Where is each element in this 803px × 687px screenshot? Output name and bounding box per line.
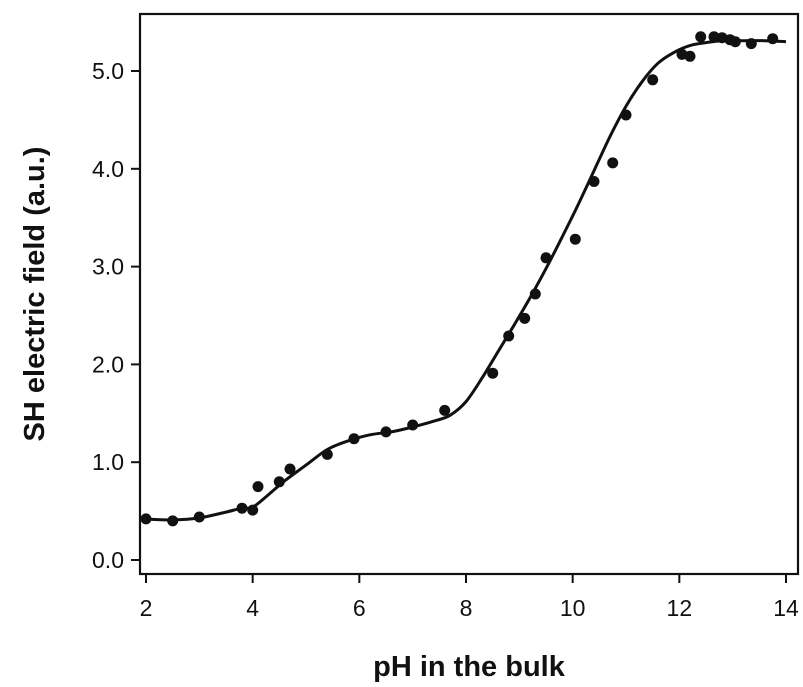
x-axis-title: pH in the bulk (373, 651, 566, 683)
data-point (140, 513, 152, 525)
y-tick-label: 4.0 (92, 156, 124, 182)
data-point (620, 109, 632, 121)
data-point (695, 31, 707, 43)
x-tick-label: 4 (246, 595, 259, 621)
data-point (167, 515, 179, 527)
data-point (519, 312, 531, 324)
y-tick-label: 0.0 (92, 547, 124, 573)
data-point (348, 433, 360, 445)
data-point (607, 157, 619, 169)
data-point (284, 463, 296, 475)
x-tick-label: 14 (773, 595, 799, 621)
fit-curve-group (143, 39, 787, 522)
y-tick-label: 5.0 (92, 58, 124, 84)
x-tick-label: 12 (667, 595, 693, 621)
plot-frame (138, 12, 800, 576)
data-point (380, 426, 392, 438)
plot-area-border (138, 12, 800, 576)
data-point (439, 404, 451, 416)
fit-curve (143, 39, 787, 522)
data-point (647, 74, 659, 86)
data-point (273, 476, 285, 488)
x-tick-label: 8 (460, 595, 473, 621)
data-point (321, 448, 333, 460)
data-point (684, 50, 696, 62)
data-point (407, 419, 419, 431)
data-point (503, 330, 515, 342)
axis-ticks: 2 4 6 8 10 12 14 0.0 1.0 2.0 3.0 4.0 5.0 (92, 58, 799, 621)
data-point (193, 511, 205, 523)
y-tick-label: 2.0 (92, 351, 124, 377)
y-axis-title: SH electric field (a.u.) (19, 147, 51, 442)
data-point (708, 31, 720, 43)
data-point (569, 233, 581, 245)
data-points-group (140, 31, 779, 527)
data-point (745, 38, 757, 50)
x-tick-label: 2 (140, 595, 153, 621)
x-tick-label: 6 (353, 595, 366, 621)
y-tick-label: 3.0 (92, 254, 124, 280)
x-tick-label: 10 (560, 595, 586, 621)
data-point (529, 288, 541, 300)
data-point (236, 502, 248, 514)
data-point (252, 481, 264, 493)
data-point (767, 33, 779, 45)
data-point (247, 504, 259, 516)
data-point (588, 176, 600, 187)
data-point (729, 36, 741, 48)
data-point (487, 367, 499, 379)
y-tick-label: 1.0 (92, 449, 124, 475)
data-point (540, 252, 552, 264)
